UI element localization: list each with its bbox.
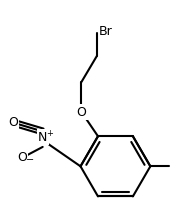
Text: Br: Br <box>99 25 113 38</box>
Text: N: N <box>38 131 47 144</box>
Text: O: O <box>17 151 27 164</box>
Text: O: O <box>8 116 18 129</box>
Text: −: − <box>26 155 34 165</box>
Text: +: + <box>46 129 53 138</box>
Text: O: O <box>77 106 86 118</box>
